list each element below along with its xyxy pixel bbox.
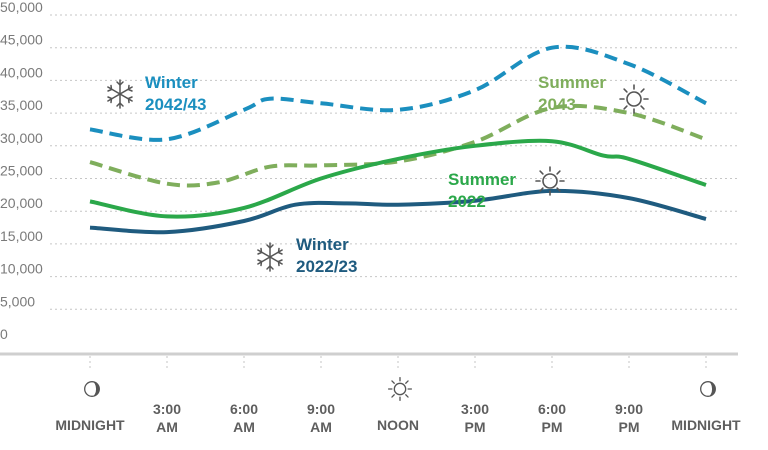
x-tick-label: 6:00	[538, 401, 566, 417]
series-label-winter-2042-43: Winter	[145, 73, 198, 92]
series-labels: Winter 2042/43 Summer 2043 Summer 2022 Winter 2…	[107, 73, 649, 276]
y-tick-label: 20,000	[0, 195, 43, 211]
series-line-winter-2042-43	[89, 44, 707, 142]
x-tick-label: NOON	[377, 417, 419, 433]
sun-icon	[387, 376, 413, 402]
sun-icon	[619, 84, 649, 114]
moon-icon	[84, 381, 100, 397]
series-line-summer-2043	[89, 103, 707, 188]
series-label-summer-2043: 2043	[538, 95, 576, 114]
x-tick-label: AM	[156, 419, 178, 435]
sun-icon	[535, 166, 565, 196]
grid-lines	[50, 14, 738, 370]
x-tick-label: 9:00	[307, 401, 335, 417]
y-tick-label: 0	[0, 326, 8, 342]
series-label-winter-2022-23: 2022/23	[296, 257, 357, 276]
x-tick-label: AM	[233, 419, 255, 435]
x-tick-label: PM	[542, 419, 563, 435]
y-tick-label: 15,000	[0, 228, 43, 244]
y-tick-label: 35,000	[0, 97, 43, 113]
y-tick-label: 10,000	[0, 261, 43, 277]
y-tick-label: 5,000	[0, 293, 35, 309]
x-tick-label: PM	[619, 419, 640, 435]
y-tick-label: 25,000	[0, 163, 43, 179]
series-label-winter-2022-23: Winter	[296, 235, 349, 254]
y-tick-label: 50,000	[0, 0, 43, 15]
x-tick-label: AM	[310, 419, 332, 435]
series-line-winter-2022-23	[89, 188, 707, 235]
x-tick-label: 3:00	[153, 401, 181, 417]
x-tick-label: MIDNIGHT	[55, 417, 125, 433]
snowflake-icon	[107, 79, 133, 109]
series-label-summer-2022: Summer	[448, 170, 516, 189]
series-label-summer-2022: 2022	[448, 192, 486, 211]
x-tick-label: 3:00	[461, 401, 489, 417]
y-tick-label: 30,000	[0, 130, 43, 146]
moon-icon	[700, 381, 716, 397]
y-axis-tick-labels: 0 5,000 10,000 15,000 20,000 25,000 30,000 35,0…	[0, 0, 43, 342]
series-label-summer-2043: Summer	[538, 73, 606, 92]
series-line-summer-2022	[89, 138, 707, 219]
x-tick-label: 9:00	[615, 401, 643, 417]
x-tick-label: 6:00	[230, 401, 258, 417]
series-lines	[89, 44, 707, 235]
y-tick-label: 45,000	[0, 32, 43, 48]
y-tick-label: 40,000	[0, 64, 43, 80]
x-tick-label: MIDNIGHT	[671, 417, 741, 433]
x-tick-label: PM	[465, 419, 486, 435]
snowflake-icon	[257, 242, 283, 272]
x-axis-tick-labels: MIDNIGHT 3:00 AM 6:00 AM 9:00 AM NOON 3:00 PM 6:00…	[55, 376, 741, 435]
series-label-winter-2042-43: 2042/43	[145, 95, 206, 114]
